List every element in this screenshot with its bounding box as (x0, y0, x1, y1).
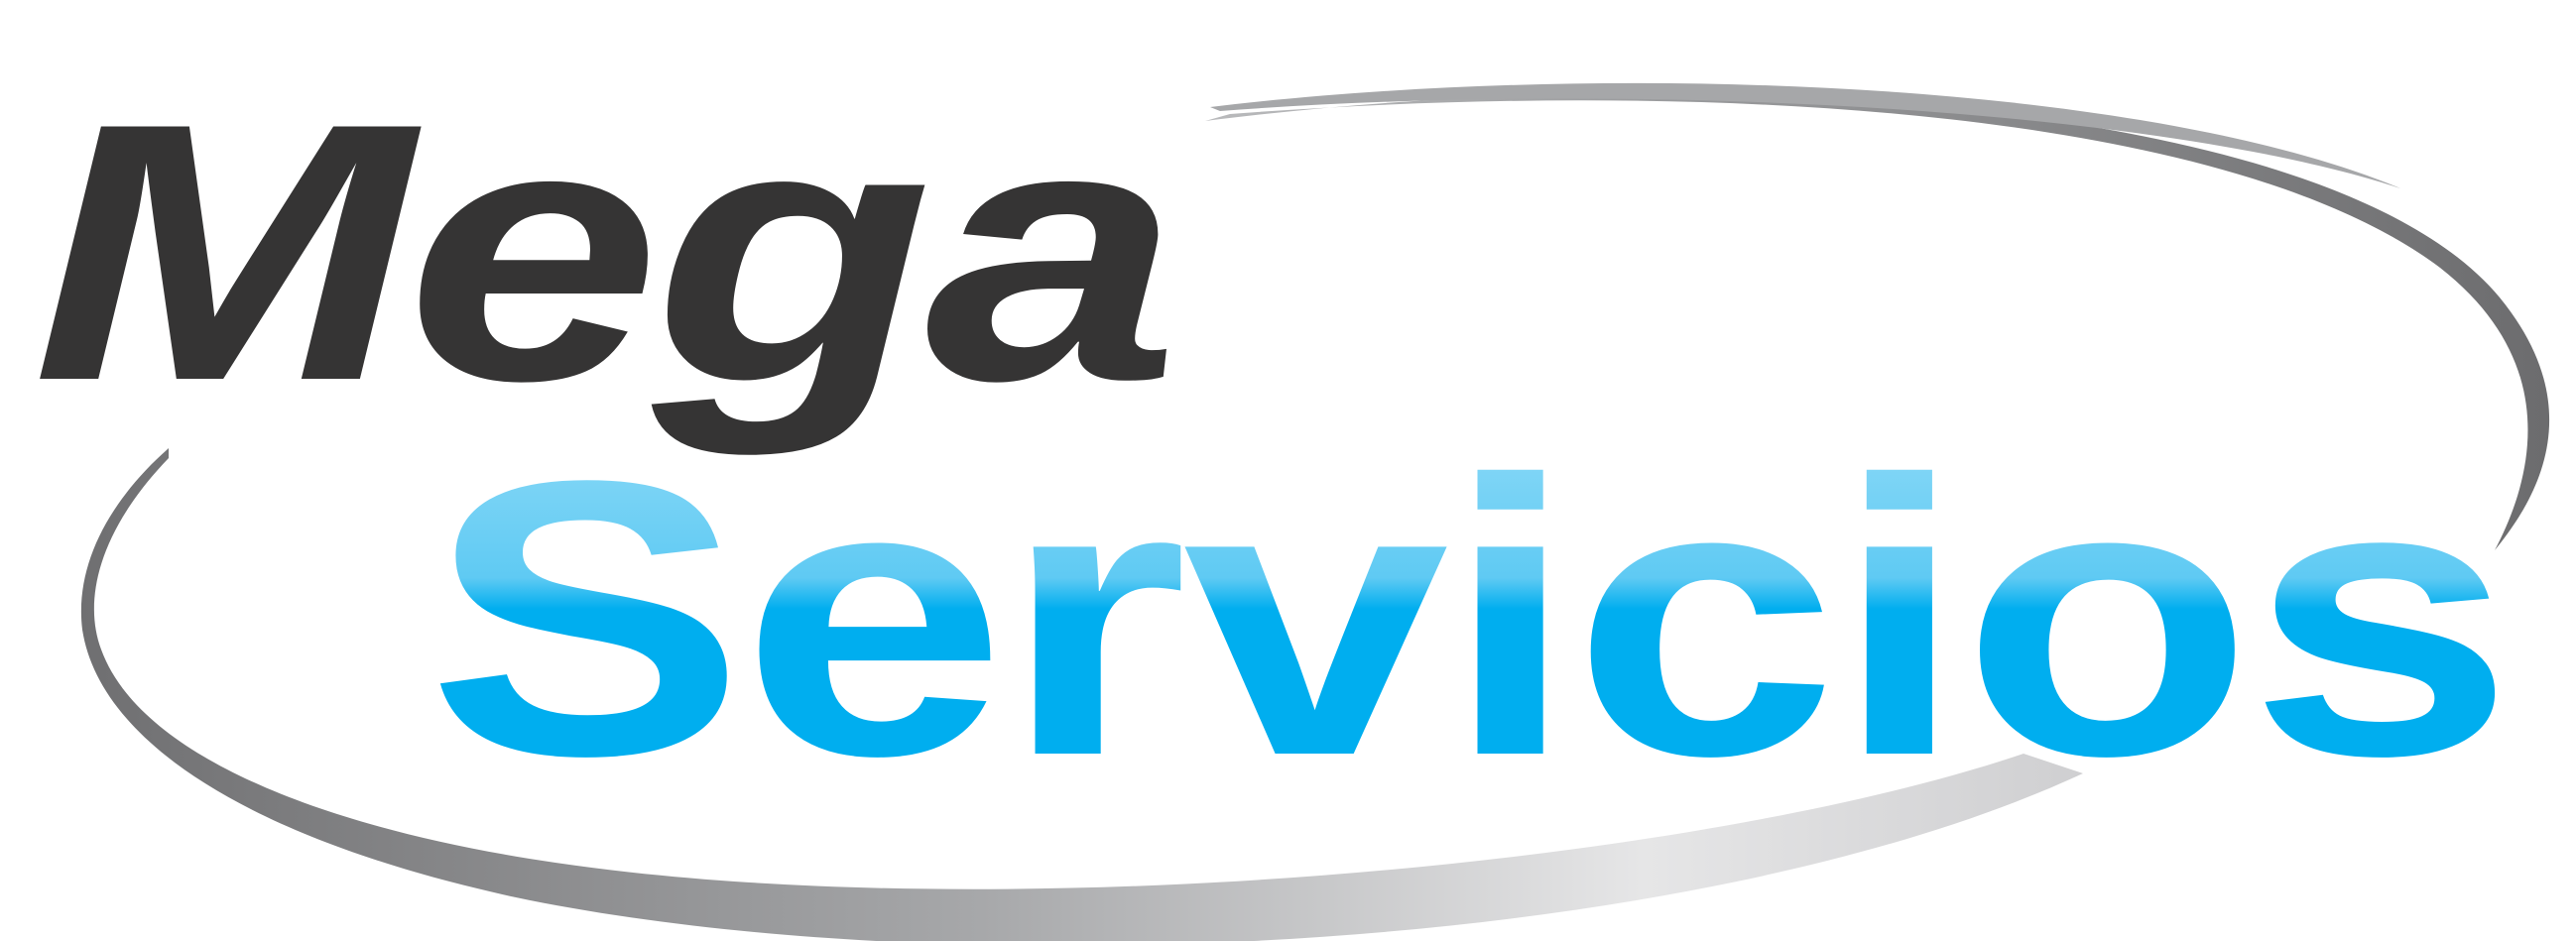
logo-text-mega: Mega (32, 48, 1172, 459)
logo-text-servicios: Servicios (427, 399, 2510, 837)
swoosh-upper-thin (1210, 82, 2400, 188)
